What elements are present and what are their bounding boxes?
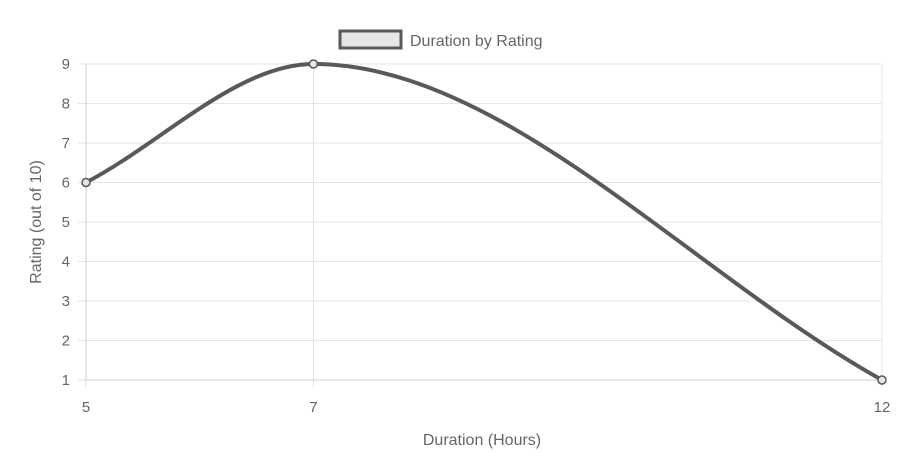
legend[interactable]: Duration by Rating	[338, 29, 543, 50]
x-tick-label: 7	[309, 399, 317, 416]
x-tick-label: 5	[82, 399, 90, 416]
y-tick-label: 8	[62, 96, 70, 113]
data-point[interactable]	[308, 59, 319, 69]
y-tick-label: 4	[62, 254, 70, 271]
y-axis-title: Rating (out of 10)	[28, 160, 45, 284]
grid	[78, 63, 883, 388]
series	[81, 59, 887, 385]
x-tick-label: 12	[874, 399, 891, 416]
y-tick-label: 6	[62, 175, 70, 192]
y-tick-label: 9	[62, 56, 70, 73]
series-line	[84, 62, 884, 382]
y-tick-label: 7	[62, 135, 70, 152]
x-axis-title: Duration (Hours)	[423, 432, 541, 449]
data-point[interactable]	[877, 375, 887, 385]
y-tick-label: 5	[62, 214, 70, 231]
legend-swatch[interactable]	[338, 29, 403, 50]
y-tick-label: 3	[62, 293, 70, 310]
data-point[interactable]	[81, 177, 91, 188]
y-tick-label: 2	[62, 333, 70, 350]
legend-label[interactable]: Duration by Rating	[410, 33, 543, 50]
y-tick-label: 1	[62, 372, 70, 389]
